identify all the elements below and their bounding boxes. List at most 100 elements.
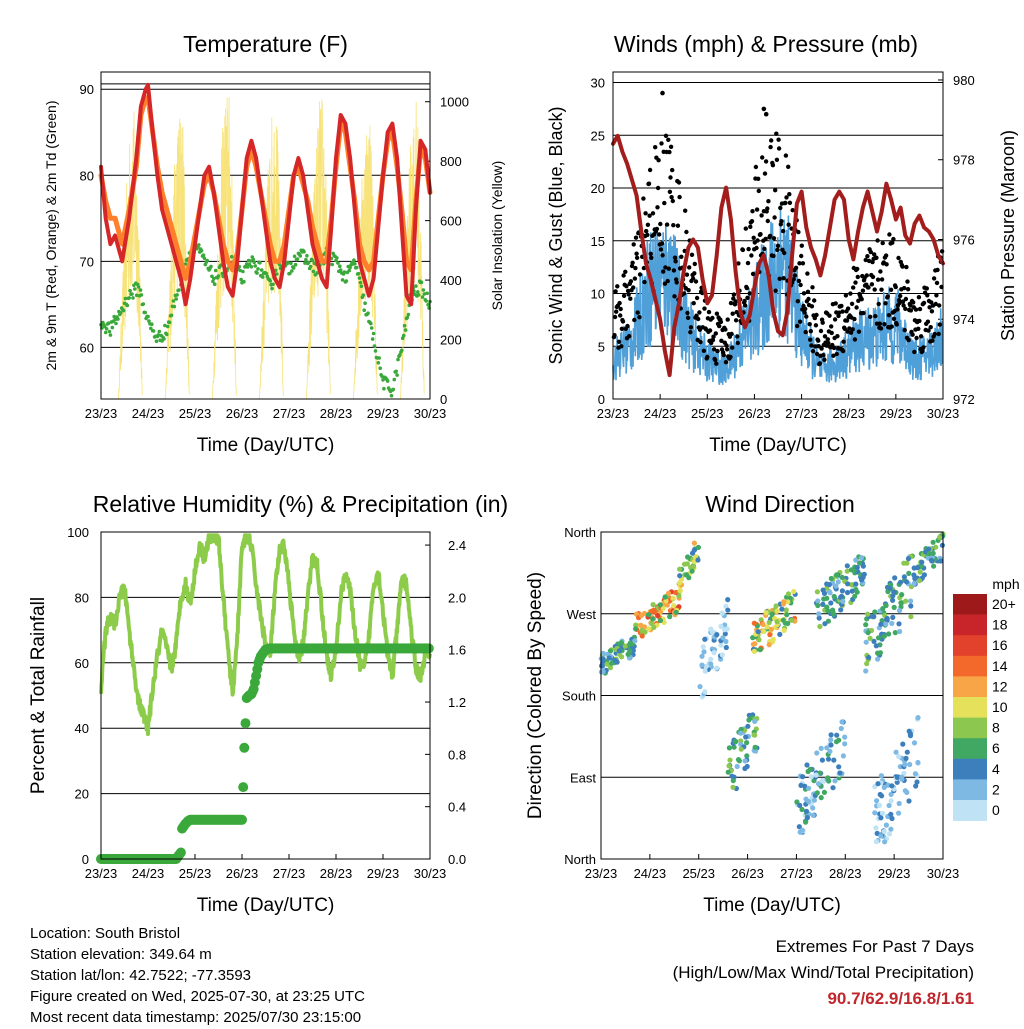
dewpoint-point [134, 293, 139, 298]
gust-point [796, 229, 801, 235]
x-tick-label: 29/23 [367, 866, 400, 881]
gust-point [926, 328, 931, 333]
dewpoint-point [165, 332, 169, 337]
direction-point [897, 579, 904, 585]
x-tick-label: 26/23 [731, 866, 764, 881]
gust-point [831, 353, 836, 358]
direction-point [806, 785, 812, 791]
direction-point [768, 626, 774, 633]
gust-point [934, 280, 940, 286]
gust-point [884, 262, 889, 267]
direction-point [848, 567, 855, 573]
y-axis-label: Percent & Total Rainfall [28, 597, 49, 794]
direction-point [708, 656, 714, 662]
direction-point [889, 620, 895, 627]
gust-point [840, 348, 846, 354]
direction-point [906, 570, 912, 577]
y-right-tick-label: 800 [440, 154, 462, 169]
direction-point [871, 614, 877, 620]
direction-point [607, 665, 614, 671]
direction-point [888, 791, 894, 798]
direction-point [879, 793, 885, 799]
direction-point [875, 635, 882, 641]
dewpoint-point [401, 333, 406, 338]
gust-point [847, 326, 852, 331]
gust-point [833, 301, 838, 306]
gust-point [685, 315, 691, 320]
dewpoint-point [103, 330, 108, 335]
chart-title: Temperature (F) [183, 31, 348, 57]
panel-4: Wind Direction 23/23 24/23 25/23 26/23 27/23 2… [525, 491, 1020, 916]
direction-point [719, 610, 725, 616]
x-tick-label: 27/23 [780, 866, 813, 881]
direction-point [867, 635, 873, 642]
direction-point [898, 600, 904, 606]
direction-point [691, 540, 698, 546]
gust-point [643, 211, 648, 216]
direction-point [831, 757, 837, 763]
gust-point [898, 293, 903, 299]
gust-point [782, 250, 787, 256]
gust-point [729, 331, 734, 337]
dewpoint-point [106, 321, 111, 326]
y-tick-label: 0 [82, 852, 89, 867]
gust-point [645, 232, 650, 238]
direction-point [937, 534, 943, 541]
direction-point [779, 606, 785, 612]
gust-point [669, 195, 674, 200]
dewpoint-point [154, 339, 159, 344]
direction-point [860, 574, 866, 580]
gust-point [617, 300, 622, 306]
gust-point [711, 334, 716, 339]
direction-point [785, 591, 792, 597]
legend-label: 14 [992, 658, 1008, 674]
dewpoint-point [426, 302, 430, 307]
gust-point [632, 317, 637, 323]
rainfall-point [175, 847, 186, 858]
direction-point [906, 798, 912, 804]
gust-point [796, 278, 802, 284]
direction-point [714, 665, 720, 671]
legend-swatch [953, 614, 987, 636]
dewpoint-point [245, 265, 250, 269]
direction-point [770, 636, 776, 643]
gust-point [841, 339, 846, 344]
direction-point [641, 610, 648, 617]
dewpoint-point [255, 271, 259, 275]
dewpoint-point [138, 288, 143, 292]
direction-point [838, 594, 844, 601]
y-right-tick-label: 1000 [440, 95, 469, 110]
gust-point [740, 247, 746, 253]
direction-point [789, 617, 795, 623]
legend-label: 16 [992, 637, 1008, 653]
direction-point [883, 621, 889, 627]
direction-point [933, 544, 939, 550]
direction-point [828, 737, 834, 743]
gust-point [921, 345, 926, 350]
gust-point [762, 171, 768, 176]
direction-point [714, 632, 720, 638]
direction-point [819, 757, 826, 763]
dewpoint-point [125, 303, 130, 308]
direction-point [828, 575, 834, 582]
chart-title: Relative Humidity (%) & Precipitation (i… [93, 491, 508, 517]
direction-point [886, 802, 892, 809]
dewpoint-point [136, 285, 141, 289]
direction-point [827, 590, 833, 596]
dewpoint-point [131, 296, 135, 300]
direction-point [699, 653, 705, 659]
dewpoint-point [213, 268, 218, 273]
direction-point [763, 610, 769, 616]
gust-point [771, 236, 777, 241]
gust-point [647, 213, 652, 218]
gust-point [807, 322, 812, 327]
y-right-tick-label: 2.4 [448, 538, 466, 553]
dewpoint-point [238, 268, 242, 273]
direction-point [908, 603, 914, 609]
gust-point [673, 259, 678, 264]
gust-point [672, 294, 677, 299]
gust-point [904, 264, 909, 270]
direction-point [816, 611, 822, 617]
gust-point [775, 243, 781, 248]
gust-point [783, 153, 789, 158]
